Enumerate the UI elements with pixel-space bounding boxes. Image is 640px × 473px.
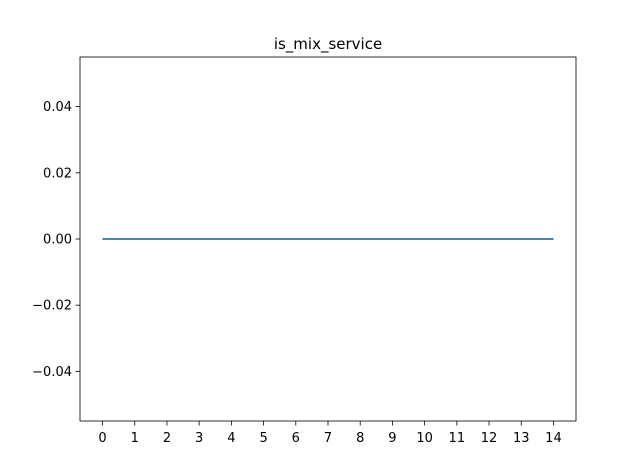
plot-area: 0 1 2 3 4 5 6 7 8 9 10 11 12 13 140.040.020.00−0.02−0.… [32, 56, 577, 446]
y-tick-label: 0.02 [43, 166, 72, 181]
x-tick-label: 5 [259, 431, 267, 446]
x-tick-label: 12 [481, 431, 498, 446]
x-tick-label: 9 [388, 431, 396, 446]
x-tick-label: 14 [545, 431, 562, 446]
y-tick-label: −0.04 [32, 365, 72, 380]
x-tick-label: 1 [131, 431, 139, 446]
x-tick-label: 13 [513, 431, 530, 446]
chart-title: is_mix_service [274, 35, 382, 54]
y-tick-label: 0.04 [43, 100, 72, 115]
x-tick-label: 7 [324, 431, 332, 446]
x-tick-label: 2 [163, 431, 171, 446]
x-tick-label: 8 [356, 431, 364, 446]
x-tick-label: 0 [98, 431, 106, 446]
x-tick-label: 4 [227, 431, 235, 446]
y-tick-label: −0.02 [32, 299, 72, 314]
y-tick-label: 0.00 [43, 233, 72, 248]
x-tick-label: 3 [195, 431, 203, 446]
x-tick-label: 6 [292, 431, 300, 446]
x-tick-label: 10 [416, 431, 433, 446]
x-tick-label: 11 [449, 431, 466, 446]
